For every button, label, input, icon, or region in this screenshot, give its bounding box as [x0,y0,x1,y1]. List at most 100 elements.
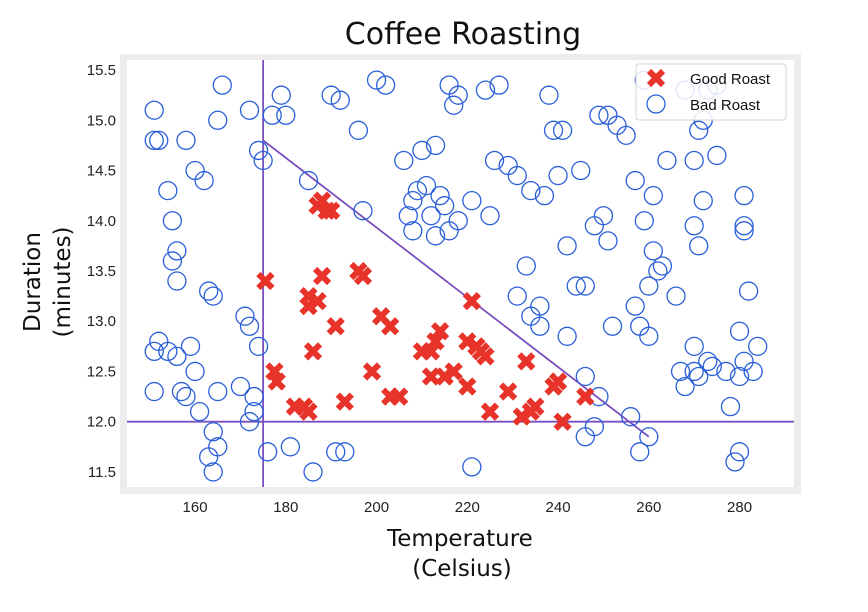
good-roast-point [526,397,545,416]
x-tick-label: 280 [727,499,752,516]
bad-roast-point [643,241,663,261]
good-roast-point [353,266,373,286]
good-roast-point [548,372,568,391]
bad-roast-point [375,75,396,95]
good-roast-point [326,317,345,336]
bad-roast-point [144,381,164,402]
bad-roast-points [144,70,768,482]
bad-roast-point [589,105,609,125]
bad-roast-point [235,306,255,326]
bad-roast-point [321,85,341,105]
bad-roast-point [425,226,446,246]
bad-roast-point [171,381,192,402]
bad-roast-point [729,321,750,341]
bad-roast-point [434,196,455,216]
x-tick-label: 200 [364,499,389,516]
bad-roast-point [598,231,618,251]
bad-roast-point [639,276,659,296]
y-tick-label: 15.0 [87,112,116,129]
bad-roast-point [421,206,441,226]
bad-roast-point [707,145,727,166]
bad-roast-point [534,185,555,206]
bad-roast-point [162,211,183,231]
legend-bad-roast-label: Bad Roast [690,97,761,114]
y-axis-label-line2: (minutes) [50,226,76,337]
good-roast-points [256,191,595,431]
plot-area [127,60,794,487]
good-roast-point [381,317,400,336]
good-roast-point [322,201,341,220]
bad-roast-point [239,316,260,336]
bad-roast-point [248,336,269,356]
bad-roast-point [271,85,291,105]
bad-roast-point [684,361,704,382]
bad-roast-point [616,125,636,146]
bad-roast-point [462,457,482,477]
bad-roast-point [584,417,605,437]
bad-roast-point [412,140,432,161]
bad-roast-point [698,351,718,372]
bad-roast-point [298,170,319,191]
bad-roast-point [543,120,564,140]
decision-boundary-lines [127,60,794,487]
bad-roast-point [689,236,709,256]
bad-roast-point [575,366,595,387]
bad-roast-point [557,326,577,346]
bad-roast-point [530,296,550,316]
bad-roast-point [203,286,223,306]
bad-roast-point [158,180,178,201]
legend-circle-marker [646,94,666,114]
x-axis-ticks: 160 180 200 220 240 260 280 [183,499,753,516]
diagonal-boundary-line [262,139,650,438]
bad-roast-point [530,316,550,336]
bad-roast-point [162,251,183,271]
bad-roast-point [566,276,586,296]
bad-roast-point [630,442,650,462]
bad-roast-point [176,386,196,407]
bad-roast-point [280,437,300,457]
bad-roast-point [557,236,577,256]
bad-roast-point [208,381,228,402]
bad-roast-point [593,206,614,226]
bad-roast-point [734,216,754,236]
bad-roast-point [239,412,260,432]
bad-roast-point [684,336,704,356]
bad-roast-point [189,401,210,422]
bad-roast-point [729,366,750,387]
legend-x-marker [646,68,666,88]
y-tick-label: 12.5 [87,363,116,380]
bad-roast-point [484,150,505,171]
bad-roast-point [199,281,219,301]
bad-roast-point [720,396,741,417]
bad-roast-point [475,80,496,100]
bad-roast-point [403,221,423,241]
y-axis-label-line1: Duration [20,232,46,332]
good-roast-point [462,292,481,311]
bad-roast-point [589,386,609,407]
bad-roast-point [144,130,164,151]
bad-roast-point [743,361,763,382]
bad-roast-point [208,437,228,457]
bad-roast-point [666,286,686,306]
y-tick-label: 11.5 [88,464,116,481]
good-roast-point [308,292,327,311]
y-tick-label: 15.5 [87,62,116,79]
y-tick-label: 13.5 [87,263,116,280]
good-roast-point [458,377,477,396]
x-tick-label: 180 [273,499,298,516]
bad-roast-point [398,206,418,226]
bad-roast-point [521,180,541,201]
good-roast-point [426,332,445,351]
bad-roast-point [548,165,568,186]
bad-roast-point [552,120,573,140]
good-roast-point [267,372,286,391]
legend-good-roast-marker [646,68,666,88]
bad-roast-point [738,281,759,301]
bad-roast-point [675,376,695,397]
x-axis-label-line2: (Celsius) [412,556,511,582]
bad-roast-point [203,422,223,442]
bad-roast-point [639,326,659,346]
bad-roast-point [748,336,768,356]
bad-roast-point [144,100,164,120]
good-roast-point [576,387,595,406]
